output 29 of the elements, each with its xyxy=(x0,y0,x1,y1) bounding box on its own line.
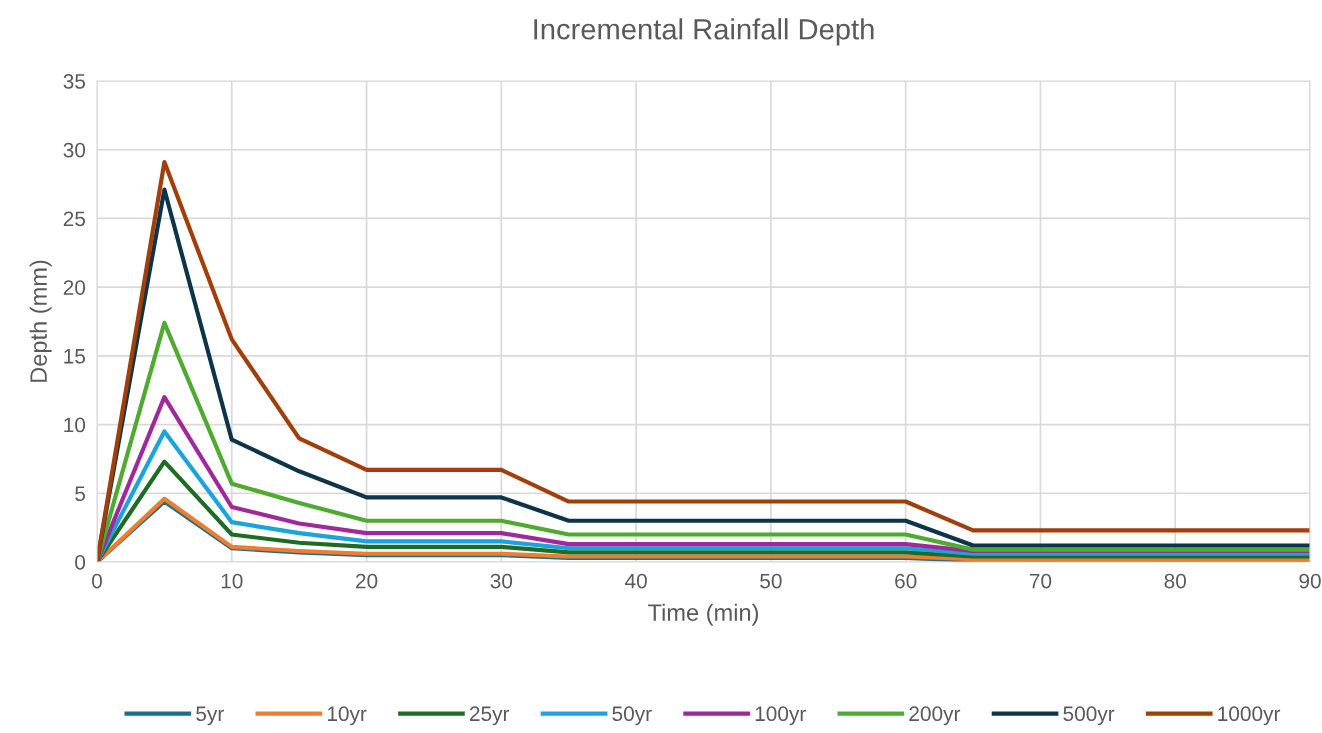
x-tick-label: 60 xyxy=(895,573,917,589)
y-tick-label: 20 xyxy=(63,280,86,295)
legend-label: 25yr xyxy=(469,706,510,726)
legend-label: 500yr xyxy=(1063,706,1115,726)
x-tick-label: 80 xyxy=(1164,573,1186,589)
x-tick-label: 30 xyxy=(490,573,513,589)
y-tick-label: 25 xyxy=(63,211,86,227)
legend-label: 200yr xyxy=(909,706,961,726)
y-tick-label: 10 xyxy=(64,417,86,433)
x-tick-label: 20 xyxy=(356,573,378,589)
y-tick-label: 30 xyxy=(63,142,86,158)
y-tick-label: 15 xyxy=(64,349,86,364)
x-tick-label: 70 xyxy=(1029,573,1052,589)
x-tick-label: 0 xyxy=(92,573,102,589)
legend-label: 50yr xyxy=(612,706,652,726)
legend-label: 10yr xyxy=(327,706,367,726)
x-tick-label: 40 xyxy=(625,573,647,589)
x-tick-label: 50 xyxy=(760,573,782,589)
y-axis-title: Depth (mm) xyxy=(29,260,52,382)
x-tick-label: 10 xyxy=(221,573,243,589)
legend-label: 5yr xyxy=(196,706,224,726)
x-tick-label: 90 xyxy=(1299,573,1321,589)
legend-label: 1000yr xyxy=(1218,706,1281,726)
y-tick-label: 0 xyxy=(75,555,86,570)
y-tick-label: 35 xyxy=(63,74,86,89)
legend-label: 100yr xyxy=(755,706,806,726)
y-tick-label: 5 xyxy=(75,486,86,502)
chart-title: Incremental Rainfall Depth xyxy=(534,18,874,46)
x-axis-title: Time (min) xyxy=(648,603,758,626)
